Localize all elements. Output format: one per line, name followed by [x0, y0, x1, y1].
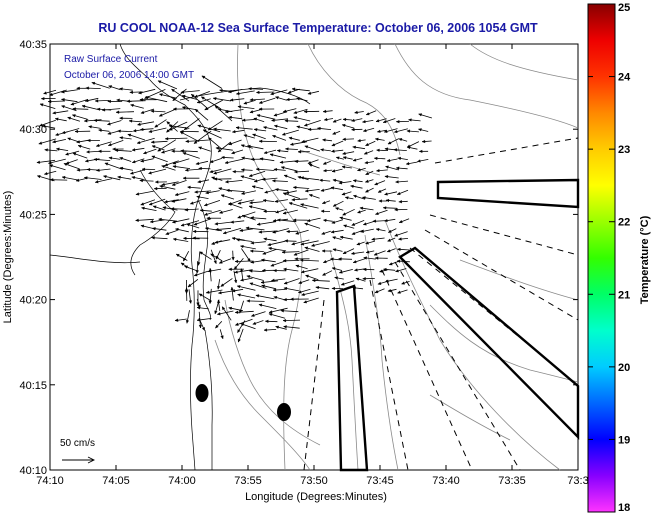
y-tick-label: 40:35 — [19, 39, 47, 51]
x-tick-label: 74:05 — [102, 475, 130, 487]
current-arrowhead — [37, 161, 40, 164]
colorbar-tick-label: 23 — [618, 144, 630, 156]
x-tick-label: 73:45 — [366, 475, 394, 487]
colorbar — [588, 4, 615, 512]
current-arrowhead — [44, 92, 47, 95]
current-arrowhead — [41, 97, 44, 100]
current-arrowhead — [40, 104, 43, 107]
colorbar-label: Temperature (°C) — [639, 215, 651, 304]
current-arrowhead — [39, 142, 42, 145]
current-arrowhead — [44, 172, 47, 175]
y-axis-label: Latitude (Degrees:Minutes) — [2, 191, 14, 324]
current-arrowhead — [45, 149, 48, 152]
colorbar-tick-label: 18 — [618, 502, 630, 514]
x-tick-label: 73:50 — [300, 475, 328, 487]
colorbar-tick-label: 25 — [618, 2, 630, 14]
y-tick-label: 40:25 — [19, 209, 47, 221]
scale-label: 50 cm/s — [60, 438, 95, 449]
x-tick-label: 73:55 — [234, 475, 262, 487]
y-tick-label: 40:10 — [19, 465, 47, 477]
current-arrowhead — [37, 175, 40, 178]
y-tick-label: 40:15 — [19, 380, 47, 392]
x-tick-label: 73:35 — [498, 475, 526, 487]
overlay-line-1: Raw Surface Current — [64, 54, 158, 65]
y-tick-label: 40:30 — [19, 124, 47, 136]
x-tick-label: 74:00 — [168, 475, 196, 487]
colorbar-tick-label: 22 — [618, 217, 630, 229]
x-axis-label: Longitude (Degrees:Minutes) — [245, 491, 387, 503]
y-tick-label: 40:20 — [19, 295, 47, 307]
colorbar-tick-label: 19 — [618, 434, 630, 446]
colorbar-tick-label: 24 — [618, 72, 631, 84]
figure-title: RU COOL NOAA-12 Sea Surface Temperature:… — [98, 21, 538, 35]
colorbar-tick-label: 21 — [618, 289, 630, 301]
buoy-marker — [277, 403, 291, 421]
plot-frame — [50, 44, 578, 470]
overlay-line-2: October 06, 2006 14:00 GMT — [64, 70, 194, 81]
colorbar-tick-label: 20 — [618, 362, 630, 374]
buoy-marker — [196, 384, 209, 402]
x-tick-label: 73:3 — [567, 475, 588, 487]
x-tick-label: 73:40 — [432, 475, 460, 487]
